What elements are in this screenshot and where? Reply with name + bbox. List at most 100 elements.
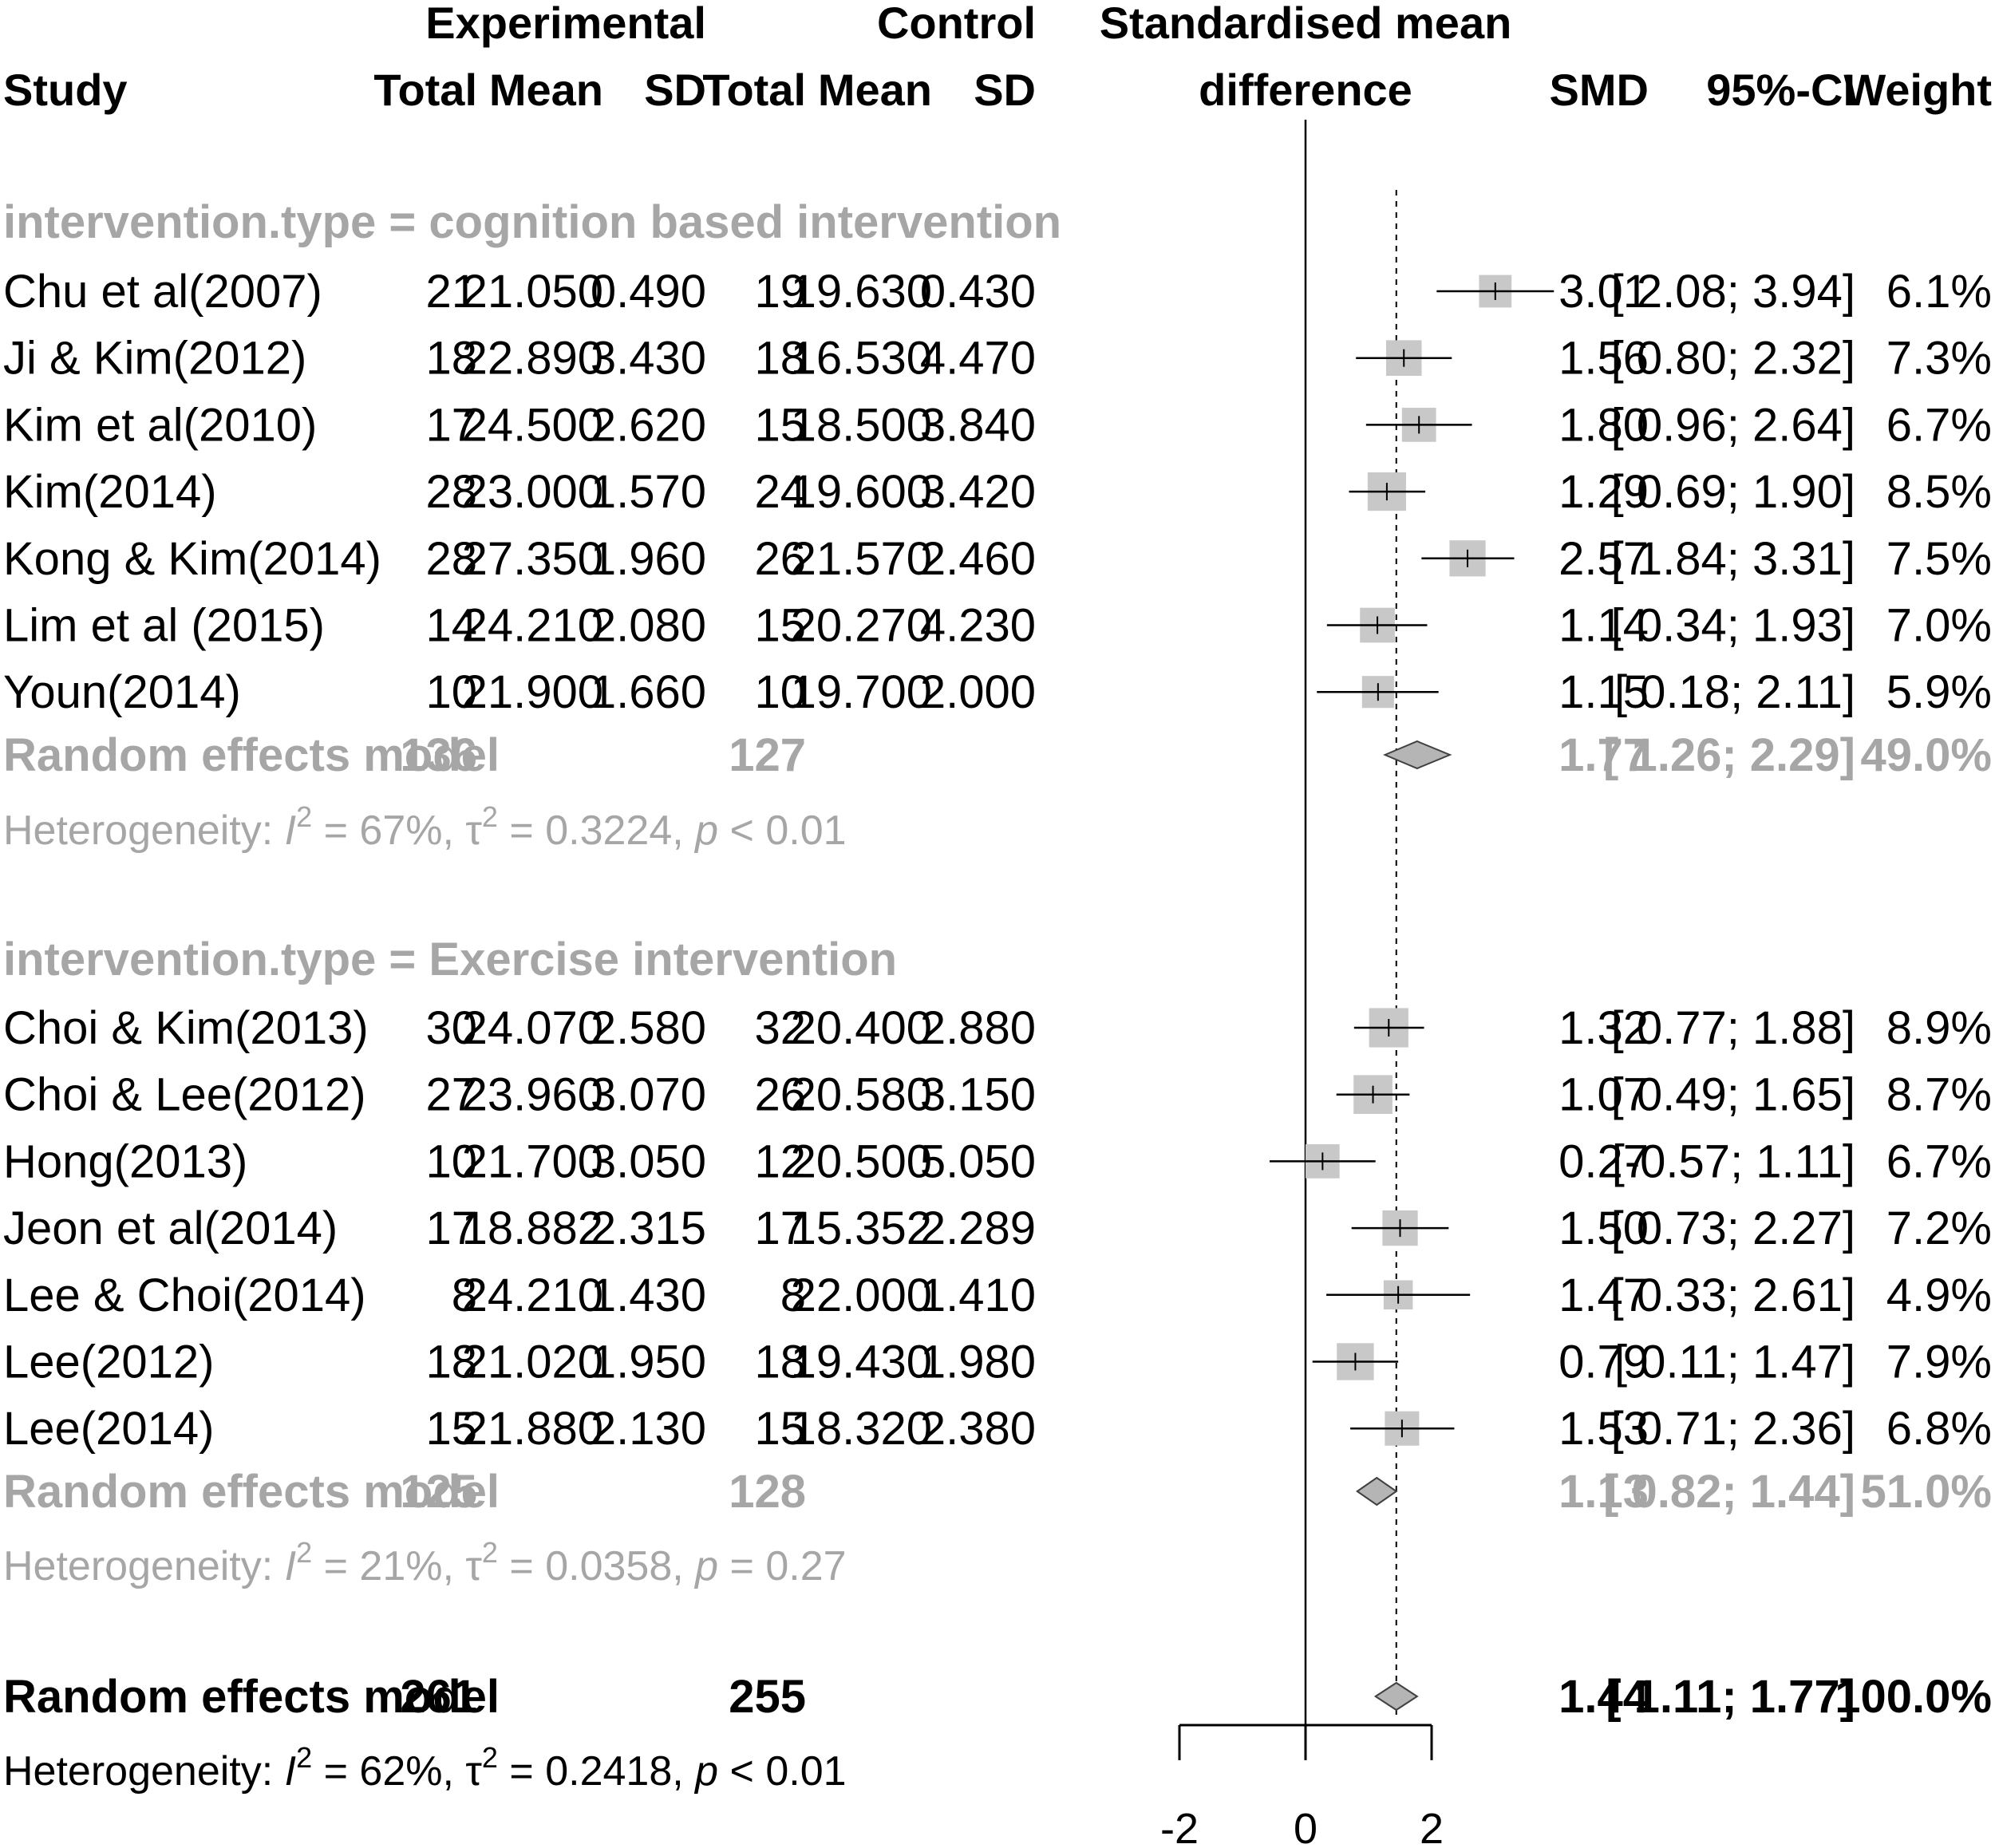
exp-mean: 23.960	[462, 1069, 603, 1121]
study-label: Lee(2012)	[3, 1337, 214, 1388]
subgroup-summary-weight: 49.0%	[1861, 729, 1992, 781]
study-label: Lee(2014)	[3, 1403, 214, 1455]
header-experimental: Experimental	[425, 0, 706, 48]
exp-total: 30	[425, 1002, 477, 1054]
overall-heterogeneity: Heterogeneity: I2 = 62%, τ2 = 0.2418, p …	[3, 1741, 847, 1795]
ctl-mean: 20.500	[791, 1135, 932, 1187]
header-weight: Weight	[1843, 65, 1992, 115]
exp-sd: 2.130	[591, 1403, 706, 1455]
header-ctl-mean: Mean	[818, 65, 932, 115]
smd-value: 1.47	[1558, 1270, 1649, 1321]
exp-sd: 3.050	[591, 1135, 706, 1187]
smd-value: 1.53	[1558, 1403, 1649, 1455]
overall-summary-ci: [ 1.11; 1.77]	[1606, 1671, 1855, 1723]
header-axis-title-2: difference	[1199, 65, 1412, 115]
ctl-mean: 20.400	[791, 1002, 932, 1054]
study-label: Kim et al(2010)	[3, 399, 317, 451]
ci-value: [ 0.69; 1.90]	[1611, 466, 1855, 518]
header-exp-total: Total	[373, 65, 477, 115]
ci-value: [ 0.77; 1.88]	[1611, 1002, 1855, 1054]
smd-value: 1.80	[1558, 399, 1649, 451]
ctl-mean: 19.700	[791, 666, 932, 718]
study-label: Kong & Kim(2014)	[3, 533, 381, 585]
subgroup-summary-smd: 1.13	[1558, 1466, 1649, 1518]
weight-value: 8.5%	[1886, 466, 1992, 518]
ctl-mean: 16.530	[791, 333, 932, 385]
ctl-mean: 15.352	[791, 1202, 932, 1254]
exp-sd: 1.570	[591, 466, 706, 518]
header-smd: SMD	[1550, 65, 1649, 115]
exp-total: 28	[425, 533, 477, 585]
exp-total: 18	[425, 1337, 477, 1388]
ctl-sd: 4.230	[920, 600, 1036, 652]
subgroup-label: intervention.type = Exercise interventio…	[3, 934, 897, 985]
weight-value: 7.3%	[1886, 333, 1992, 385]
study-label: Youn(2014)	[3, 666, 241, 718]
subgroup-summary-diamond	[1356, 1476, 1398, 1506]
ci-value: [ 0.11; 1.47]	[1614, 1337, 1855, 1388]
weight-value: 7.0%	[1886, 600, 1992, 652]
exp-total: 10	[425, 1135, 477, 1187]
subgroup-summary-label: Random effects model	[3, 729, 500, 781]
exp-total: 28	[425, 466, 477, 518]
weight-value: 6.7%	[1886, 1135, 1992, 1187]
weight-value: 5.9%	[1886, 666, 1992, 718]
ctl-total: 32	[754, 1002, 806, 1054]
ctl-sd: 3.150	[920, 1069, 1036, 1121]
exp-mean: 24.070	[462, 1002, 603, 1054]
ctl-sd: 5.050	[920, 1135, 1036, 1187]
ctl-sd: 3.420	[920, 466, 1036, 518]
smd-value: 2.57	[1558, 533, 1649, 585]
smd-value: 1.15	[1558, 666, 1649, 718]
ctl-sd: 2.380	[920, 1403, 1036, 1455]
subgroup-summary-ctl-total: 127	[729, 729, 806, 781]
study-label: Ji & Kim(2012)	[3, 333, 306, 385]
ctl-total: 12	[754, 1135, 806, 1187]
exp-sd: 2.315	[591, 1202, 706, 1254]
ctl-total: 15	[754, 600, 806, 652]
weight-value: 7.5%	[1886, 533, 1992, 585]
exp-mean: 21.020	[462, 1337, 603, 1388]
ci-value: [ 0.73; 2.27]	[1611, 1202, 1855, 1254]
ctl-sd: 2.880	[920, 1002, 1036, 1054]
smd-value: 1.29	[1558, 466, 1649, 518]
smd-value: 1.14	[1558, 600, 1649, 652]
exp-total: 27	[425, 1069, 477, 1121]
smd-value: 1.50	[1558, 1202, 1649, 1254]
ctl-sd: 3.840	[920, 399, 1036, 451]
overall-summary-smd: 1.44	[1558, 1671, 1649, 1723]
ci-value: [ 0.33; 2.61]	[1611, 1270, 1855, 1321]
study-label: Chu et al(2007)	[3, 266, 322, 318]
ctl-total: 26	[754, 1069, 806, 1121]
subgroup-summary-ci: [ 0.82; 1.44]	[1603, 1466, 1855, 1518]
study-label: Kim(2014)	[3, 466, 217, 518]
ctl-total: 8	[780, 1270, 806, 1321]
exp-total: 21	[425, 266, 477, 318]
header-exp-mean: Mean	[489, 65, 603, 115]
smd-value: 3.01	[1558, 266, 1649, 318]
exp-mean: 22.890	[462, 333, 603, 385]
ctl-total: 15	[754, 1403, 806, 1455]
header-ci: 95%-CI	[1706, 65, 1855, 115]
exp-mean: 21.900	[462, 666, 603, 718]
exp-total: 17	[425, 1202, 477, 1254]
exp-mean: 27.350	[462, 533, 603, 585]
ctl-mean: 18.320	[791, 1403, 932, 1455]
exp-total: 14	[425, 600, 477, 652]
ctl-total: 17	[754, 1202, 806, 1254]
header-exp-sd: SD	[644, 65, 706, 115]
subgroup-summary-ctl-total: 128	[729, 1466, 806, 1518]
exp-sd: 2.620	[591, 399, 706, 451]
header-ctl-total: Total	[702, 65, 806, 115]
exp-sd: 2.580	[591, 1002, 706, 1054]
study-label: Hong(2013)	[3, 1135, 247, 1187]
smd-value: 0.27	[1558, 1135, 1649, 1187]
study-label: Choi & Kim(2013)	[3, 1002, 369, 1054]
subgroup-summary-exp-total: 125	[400, 1466, 477, 1518]
weight-value: 6.1%	[1886, 266, 1992, 318]
weight-value: 7.2%	[1886, 1202, 1992, 1254]
exp-sd: 3.430	[591, 333, 706, 385]
weight-value: 7.9%	[1886, 1337, 1992, 1388]
ctl-mean: 19.630	[791, 266, 932, 318]
